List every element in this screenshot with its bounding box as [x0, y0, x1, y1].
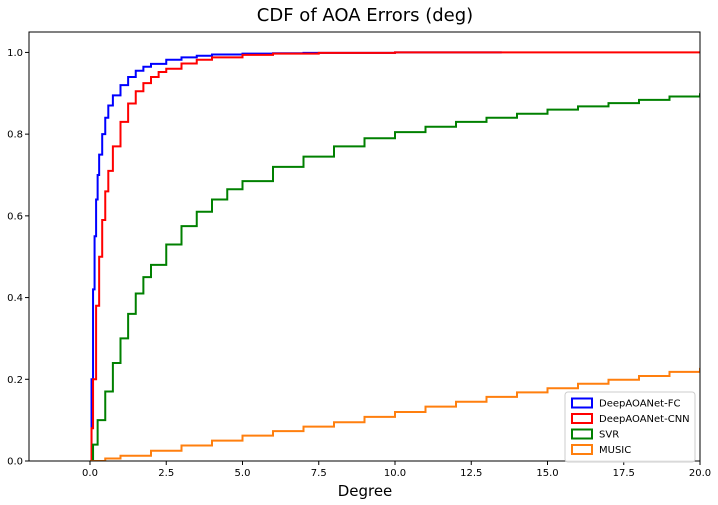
legend-box — [564, 391, 696, 463]
series-line-2 — [90, 93, 700, 461]
y-tick-label: 0.6 — [7, 211, 23, 222]
legend-swatch-3 — [571, 444, 593, 455]
x-tick-label: 15.0 — [536, 468, 558, 479]
legend: DeepAOANet-FC DeepAOANet-CNN SVR MUSIC — [564, 391, 696, 463]
y-tick-label: 1.0 — [7, 48, 23, 59]
y-tick-label: 0.4 — [7, 293, 23, 304]
legend-label-3: MUSIC — [599, 445, 631, 456]
x-tick-label: 7.5 — [311, 468, 327, 479]
x-tick-label: 0.0 — [82, 468, 98, 479]
series-group — [90, 51, 700, 461]
y-tick-label: 0.8 — [7, 130, 23, 141]
axes-frame — [28, 31, 701, 462]
x-tick-label: 20.0 — [689, 468, 711, 479]
x-tick-label: 17.5 — [613, 468, 635, 479]
series-line-0 — [90, 51, 502, 461]
y-tick-label: 0.0 — [7, 457, 23, 468]
legend-swatch-1 — [571, 413, 593, 424]
series-line-1 — [90, 51, 700, 461]
legend-label-0: DeepAOANet-FC — [599, 399, 680, 410]
y-tick-label: 0.2 — [7, 375, 23, 386]
chart-title: CDF of AOA Errors (deg) — [257, 5, 473, 26]
x-tick-label: 12.5 — [460, 468, 482, 479]
legend-label-2: SVR — [599, 430, 619, 441]
legend-swatch-2 — [571, 428, 593, 440]
plot-area: 0.0 2.5 5.0 7.5 10.0 12.5 15.0 17.5 20.0 0.0 0.2 0.… — [7, 31, 711, 479]
legend-label-1: DeepAOANet-CNN — [599, 414, 690, 425]
x-tick-label: 10.0 — [384, 468, 406, 479]
x-tick-label: 5.0 — [235, 468, 251, 479]
x-axis-label: Degree — [338, 482, 393, 500]
series-line-3 — [90, 367, 700, 461]
x-tick-label: 2.5 — [158, 468, 174, 479]
legend-swatch-0 — [571, 397, 593, 409]
